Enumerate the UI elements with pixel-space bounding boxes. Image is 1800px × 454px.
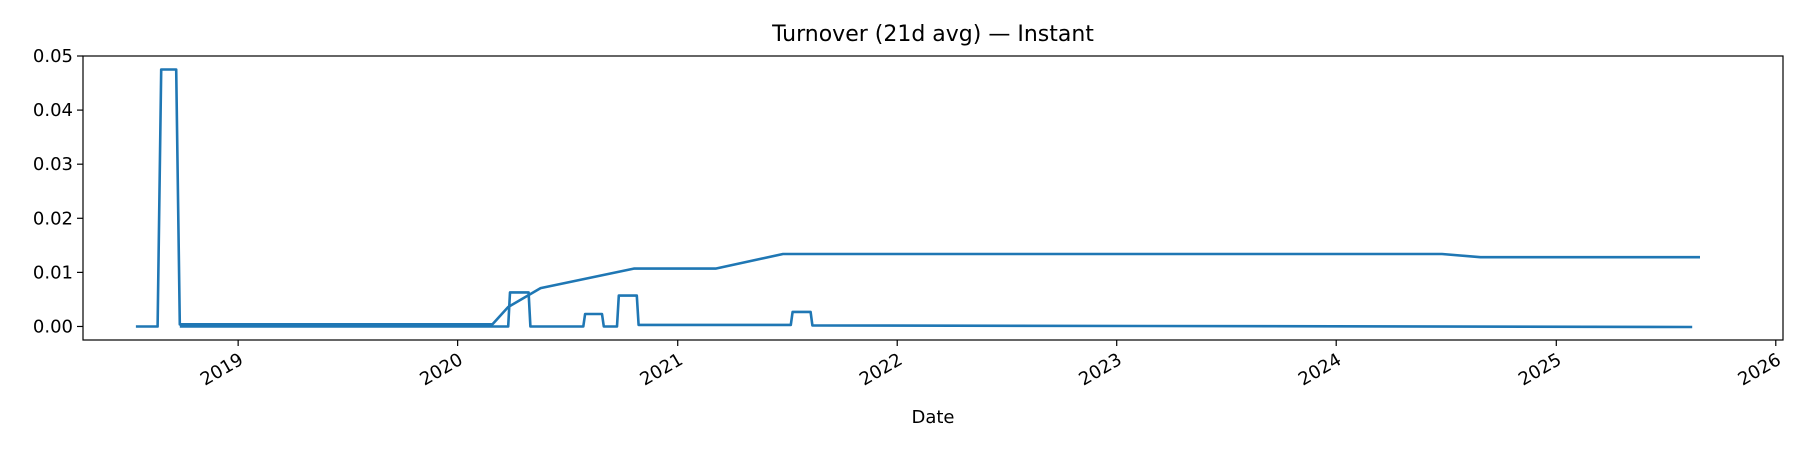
- y-tick-label: 0.00: [33, 316, 73, 337]
- y-tick-label: 0.01: [33, 262, 73, 283]
- x-tick-label: 2023: [1075, 349, 1125, 390]
- axes-frame: [82, 55, 1784, 341]
- x-tick-label: 2026: [1735, 349, 1785, 390]
- plot-area: [135, 68, 1700, 329]
- series-line-2: [179, 291, 1693, 329]
- x-tick-label: 2024: [1295, 349, 1345, 390]
- x-tick-label: 2020: [416, 349, 466, 390]
- y-tick-label: 0.03: [33, 154, 73, 175]
- y-tick-label: 0.04: [33, 100, 73, 121]
- chart-title: Turnover (21d avg) — Instant: [771, 22, 1094, 47]
- x-tick-label: 2019: [197, 349, 247, 390]
- x-axis-label: Date: [911, 407, 954, 428]
- x-tick-label: 2021: [636, 349, 686, 390]
- y-tick-label: 0.02: [33, 208, 73, 229]
- x-tick-label: 2025: [1515, 349, 1565, 390]
- y-tick-label: 0.05: [33, 46, 73, 67]
- x-tick-label: 2022: [856, 349, 906, 390]
- series-line-1: [135, 68, 1700, 328]
- axes: 0.00 0.01 0.02 0.03 0.04 0.05 2019 2020 2021 2022…: [33, 46, 1785, 390]
